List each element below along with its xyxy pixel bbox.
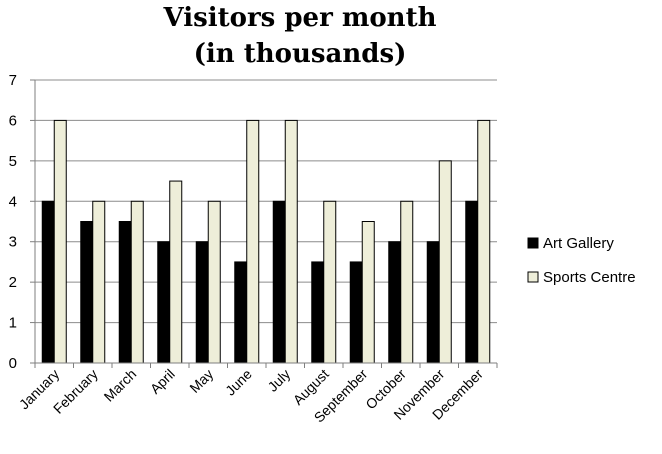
bar-sports-centre (246, 119, 260, 364)
bar-sports-centre (323, 200, 337, 364)
bar-art-gallery (195, 241, 209, 364)
x-tick-label: July (264, 366, 293, 395)
bar-art-gallery (349, 261, 363, 364)
bar-sports-centre (169, 180, 183, 364)
bar-sports-centre (284, 119, 298, 364)
y-tick-label: 4 (9, 193, 17, 210)
x-tick-label: April (147, 366, 178, 397)
chart-title-line-2: (in thousands) (194, 39, 407, 69)
bar-art-gallery (311, 261, 325, 364)
bar-art-gallery (118, 221, 132, 364)
legend-swatch (527, 271, 539, 283)
bar-sports-centre (92, 200, 106, 364)
bar-sports-centre (400, 200, 414, 364)
y-tick-label: 7 (9, 72, 17, 89)
y-tick-label: 2 (9, 274, 17, 291)
x-tick-label: March (101, 366, 140, 405)
bar-art-gallery (41, 200, 55, 364)
bar-art-gallery (234, 261, 248, 364)
bar-art-gallery (157, 241, 171, 364)
chart-title-line-1: Visitors per month (163, 3, 437, 33)
bar-art-gallery (388, 241, 402, 364)
y-tick-label: 6 (9, 112, 17, 129)
bars-group (41, 119, 491, 364)
axes (34, 80, 498, 368)
bar-sports-centre (130, 200, 144, 364)
y-tick-label: 3 (9, 234, 17, 251)
bar-sports-centre (207, 200, 221, 364)
y-tick-label: 5 (9, 153, 17, 170)
bar-sports-centre (361, 221, 375, 364)
y-axis-tick-labels: 0 1 2 3 4 5 6 7 (9, 72, 17, 372)
y-tick-label: 0 (9, 355, 17, 372)
legend: Art Gallery Sports Centre (527, 235, 636, 286)
gridlines (30, 79, 497, 364)
bar-art-gallery (465, 200, 479, 364)
legend-label: Sports Centre (543, 269, 636, 286)
x-tick-label: May (186, 366, 216, 396)
bar-sports-centre (438, 160, 452, 364)
x-tick-label: June (222, 366, 255, 399)
bar-art-gallery (426, 241, 440, 364)
legend-label: Art Gallery (543, 235, 614, 252)
bar-sports-centre (477, 119, 491, 364)
bar-art-gallery (80, 221, 94, 364)
bar-art-gallery (272, 200, 286, 364)
y-tick-label: 1 (9, 315, 17, 332)
bar-sports-centre (53, 119, 67, 364)
legend-swatch (527, 237, 539, 249)
